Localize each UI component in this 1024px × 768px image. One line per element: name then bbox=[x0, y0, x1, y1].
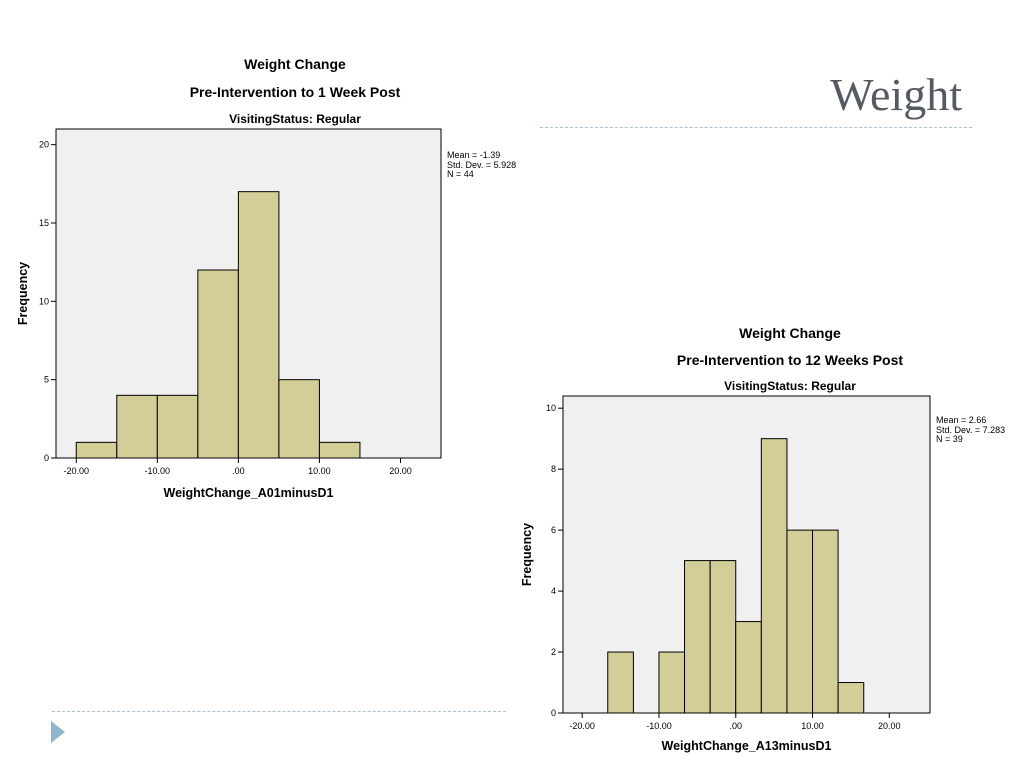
y-tick-label: 4 bbox=[551, 586, 556, 596]
stat-n: N = 44 bbox=[447, 169, 474, 179]
chart-subtitle: Pre-Intervention to 12 Weeks Post bbox=[676, 352, 904, 368]
histogram-bar bbox=[812, 529, 839, 714]
stat-mean: Mean = -1.39 bbox=[447, 150, 501, 160]
x-axis-label: WeightChange_A01minusD1 bbox=[164, 486, 334, 500]
histogram-bar bbox=[709, 560, 737, 714]
panel-title: VisitingStatus: Regular bbox=[724, 379, 856, 393]
x-tick-label: 20.00 bbox=[389, 466, 412, 476]
histogram-bar bbox=[658, 651, 686, 714]
chart-title: Weight Change bbox=[739, 325, 841, 341]
x-tick-label: -20.00 bbox=[569, 721, 595, 731]
y-tick-label: 20 bbox=[39, 140, 49, 150]
histogram-bar bbox=[786, 529, 814, 714]
stat-n: N = 39 bbox=[936, 434, 963, 444]
histogram-bar bbox=[278, 379, 320, 459]
y-axis-label: Frequency bbox=[16, 262, 30, 325]
stat-mean: Mean = 2.66 bbox=[936, 415, 987, 425]
x-tick-label: -10.00 bbox=[145, 466, 171, 476]
chart-title: Weight Change bbox=[244, 56, 346, 72]
y-tick-label: 6 bbox=[551, 525, 556, 535]
y-tick-label: 0 bbox=[44, 453, 49, 463]
histogram-bar bbox=[237, 191, 280, 459]
x-tick-label: .00 bbox=[729, 721, 742, 731]
y-tick-label: 10 bbox=[546, 403, 556, 413]
y-tick-label: 15 bbox=[39, 218, 49, 228]
y-tick-label: 0 bbox=[551, 708, 556, 718]
histogram-bar bbox=[318, 441, 361, 459]
histogram-bar bbox=[735, 621, 762, 714]
play-arrow-icon[interactable] bbox=[51, 721, 65, 743]
slide-title: Weight bbox=[830, 69, 962, 120]
stats-box: Mean = -1.39 Std. Dev. = 5.928 N = 44 bbox=[447, 150, 517, 180]
histogram-1-week: Weight Change Pre-Intervention to 1 Week… bbox=[0, 0, 540, 510]
histogram-bar bbox=[607, 651, 634, 714]
x-tick-label: 20.00 bbox=[878, 721, 901, 731]
stat-sd: Std. Dev. = 7.283 bbox=[936, 424, 1006, 435]
panel-title: VisitingStatus: Regular bbox=[229, 112, 361, 126]
x-tick-label: .00 bbox=[232, 466, 245, 476]
footer-divider bbox=[52, 711, 506, 712]
y-axis-label: Frequency bbox=[520, 523, 534, 586]
stat-sd: Std. Dev. = 5.928 bbox=[447, 159, 517, 170]
histogram-bar bbox=[760, 438, 788, 714]
x-tick-label: -10.00 bbox=[646, 721, 672, 731]
x-tick-label: 10.00 bbox=[308, 466, 331, 476]
x-tick-label: 10.00 bbox=[801, 721, 824, 731]
histogram-bar bbox=[837, 682, 865, 714]
x-axis-label: WeightChange_A13minusD1 bbox=[662, 739, 832, 753]
histogram-bar bbox=[116, 394, 158, 459]
histogram-bar bbox=[156, 394, 199, 459]
y-tick-label: 5 bbox=[44, 375, 49, 385]
y-tick-label: 8 bbox=[551, 464, 556, 474]
stats-box: Mean = 2.66 Std. Dev. = 7.283 N = 39 bbox=[936, 415, 1006, 445]
title-divider bbox=[540, 127, 972, 128]
histogram-bar bbox=[684, 560, 711, 714]
y-tick-label: 2 bbox=[551, 647, 556, 657]
y-tick-label: 10 bbox=[39, 296, 49, 306]
chart-subtitle: Pre-Intervention to 1 Week Post bbox=[189, 84, 401, 100]
x-tick-label: -20.00 bbox=[63, 466, 89, 476]
plot-area: 0 5 10 15 20 -20.00 -10.00 .00 10.00 20.00 WeightC… bbox=[16, 128, 442, 500]
histogram-bar bbox=[197, 269, 239, 459]
